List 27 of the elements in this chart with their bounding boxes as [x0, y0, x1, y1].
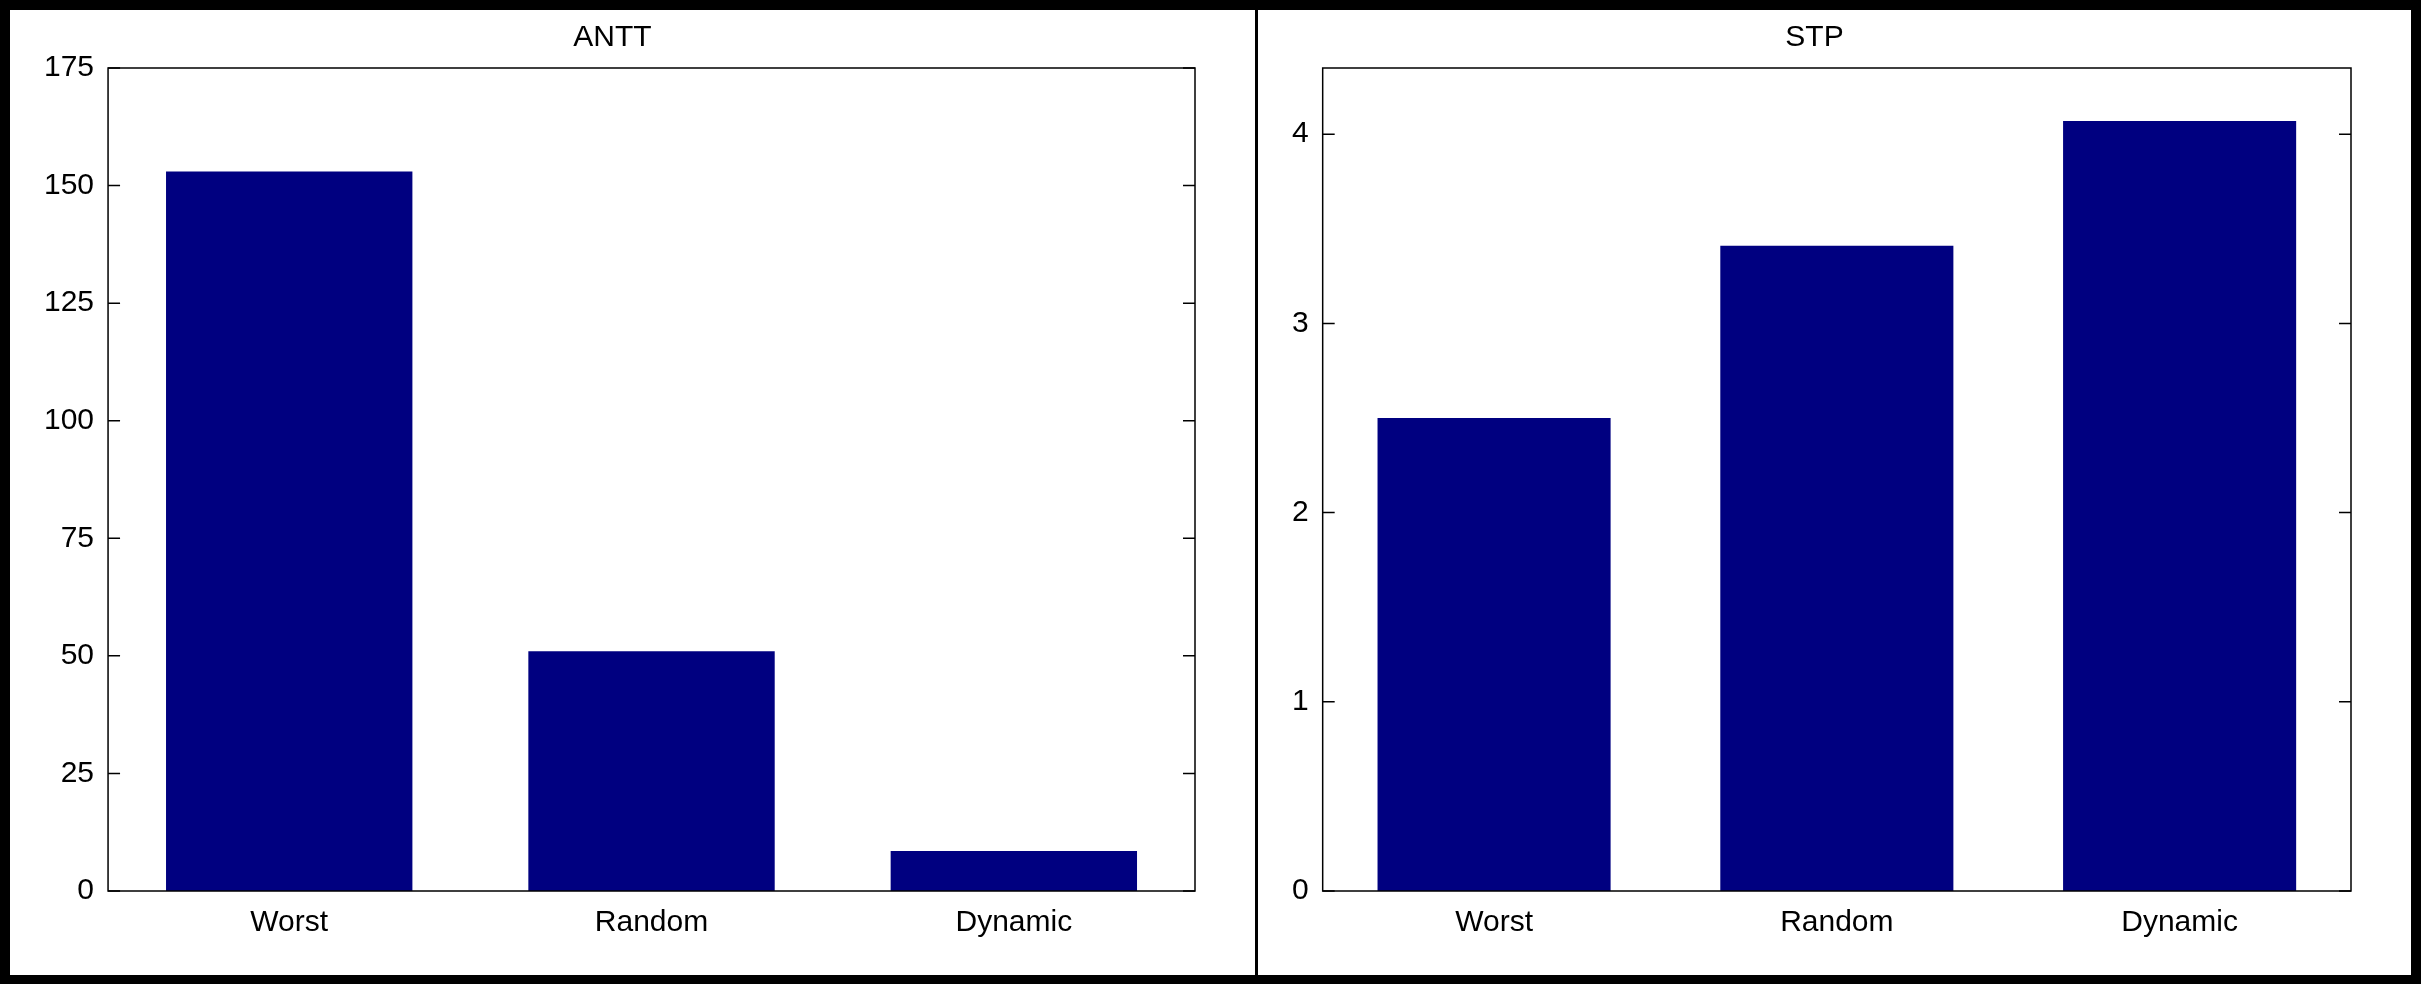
- y-tick-label: 0: [1292, 872, 1309, 906]
- bar: [1720, 245, 1954, 891]
- x-tick-label: Worst: [250, 904, 329, 938]
- x-tick-label: Worst: [1455, 904, 1534, 938]
- y-tick-label: 125: [43, 284, 95, 318]
- bar: [2063, 120, 2297, 891]
- y-tick-label: 25: [60, 754, 95, 788]
- y-tick-label: 1: [1292, 683, 1309, 717]
- y-tick-label: 50: [60, 637, 95, 671]
- y-tick-label: 2: [1292, 493, 1309, 527]
- y-tick-label: 3: [1292, 304, 1309, 338]
- x-tick-label: Dynamic: [955, 904, 1073, 938]
- x-tick-label: Dynamic: [2121, 904, 2238, 938]
- bar: [890, 851, 1138, 891]
- x-tick-label: Random: [594, 904, 709, 938]
- chart-title: ANTT: [573, 19, 652, 53]
- y-tick-label: 150: [43, 166, 95, 200]
- x-tick-label: Random: [1780, 904, 1894, 938]
- y-tick-label: 175: [43, 49, 95, 83]
- y-tick-label: 0: [77, 872, 95, 906]
- bar: [528, 651, 775, 891]
- chart-title: STP: [1785, 19, 1844, 53]
- y-tick-label: 100: [43, 401, 95, 435]
- y-tick-label: 4: [1292, 115, 1309, 149]
- bar: [166, 171, 413, 891]
- y-tick-label: 75: [60, 519, 95, 553]
- bar: [1377, 418, 1611, 891]
